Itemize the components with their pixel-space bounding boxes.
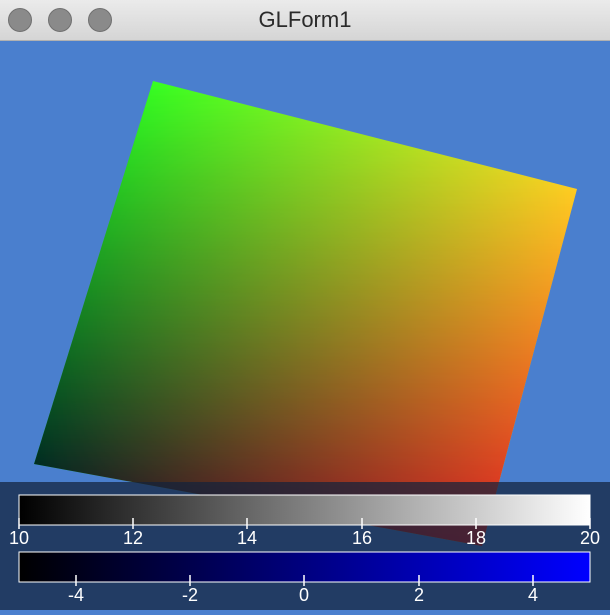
colorbar-svg: [18, 494, 591, 586]
blue-tick-label: 0: [298, 585, 310, 605]
zoom-window-button[interactable]: [88, 8, 112, 32]
gl-canvas[interactable]: [0, 41, 610, 610]
gray-tick-label: 18: [465, 528, 487, 548]
window-title: GLForm1: [258, 7, 352, 32]
blue-tick-label: -2: [181, 585, 199, 605]
grayscale-colorbar: [18, 494, 591, 526]
gray-tick-label: 10: [8, 528, 30, 548]
window-titlebar: GLForm1: [0, 0, 610, 41]
colorbar-panel: 10 12 14 16 18 20 -4 -2 0 2 4: [0, 482, 610, 610]
gray-tick-label: 16: [351, 528, 373, 548]
blue-tick-label: 4: [527, 585, 539, 605]
minimize-window-button[interactable]: [48, 8, 72, 32]
gray-tick-label: 14: [236, 528, 258, 548]
gl-quad-render: [34, 81, 577, 546]
blue-tick-label: -4: [67, 585, 85, 605]
close-window-button[interactable]: [8, 8, 32, 32]
gray-tick-label: 12: [122, 528, 144, 548]
blue-tick-label: 2: [413, 585, 425, 605]
gray-tick-label: 20: [579, 528, 601, 548]
